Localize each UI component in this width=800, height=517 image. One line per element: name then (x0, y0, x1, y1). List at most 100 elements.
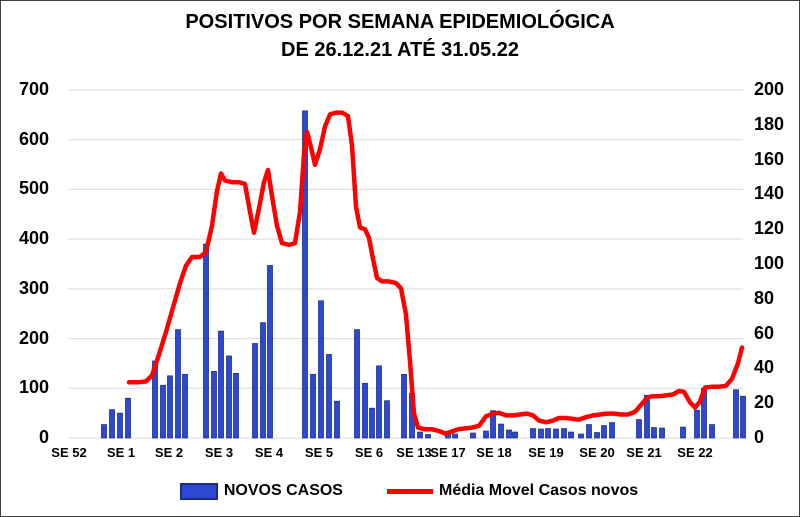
bar (740, 395, 746, 439)
bar (483, 430, 489, 439)
bar (553, 428, 559, 439)
legend-label-novos-casos: NOVOS CASOS (223, 482, 343, 499)
bar (636, 419, 642, 439)
bar (376, 365, 382, 439)
left-axis-tick-label: 500 (18, 178, 49, 199)
bar (644, 394, 650, 439)
bar (267, 265, 273, 439)
bar (218, 330, 224, 439)
bar (252, 343, 258, 439)
chart-title: POSITIVOS POR SEMANA EPIDEMIOLÓGICA DE 2… (1, 9, 799, 64)
right-axis-tick-label: 40 (754, 357, 775, 378)
x-axis-category-label: SE 21 (626, 445, 662, 460)
bar (369, 407, 375, 439)
bar (160, 384, 166, 439)
bar (425, 434, 431, 439)
bar (302, 110, 308, 439)
bar (182, 373, 188, 439)
bar (125, 397, 131, 439)
x-axis-category-label: SE 19 (528, 445, 564, 460)
legend: NOVOS CASOS Média Movel Casos novos (1, 482, 799, 500)
left-axis-tick-label: 200 (18, 327, 49, 348)
bar (586, 424, 592, 439)
bar (733, 389, 739, 439)
bar (175, 329, 181, 439)
bar (362, 382, 368, 439)
moving-average-line (126, 110, 745, 436)
right-axis-tick-label: 120 (754, 218, 785, 239)
x-axis-category-label: SE 20 (579, 445, 615, 460)
bar (401, 373, 407, 439)
bar (334, 400, 340, 439)
bar (561, 428, 567, 439)
line-series-swatch (386, 488, 433, 494)
legend-item-media-movel: Média Movel Casos novos (386, 482, 639, 500)
bar (709, 424, 715, 439)
x-axis-category-label: SE 5 (304, 445, 334, 460)
x-axis-category-label: SE 17 (430, 445, 466, 460)
left-axis-tick-label: 300 (18, 277, 49, 298)
chart-title-line-1: POSITIVOS POR SEMANA EPIDEMIOLÓGICA (185, 11, 615, 33)
left-axis-tick-label: 100 (18, 377, 49, 398)
bar (651, 427, 657, 439)
bar (512, 431, 518, 439)
right-axis-tick-label: 140 (754, 183, 785, 204)
bar (609, 422, 615, 439)
bar (694, 409, 700, 439)
legend-label-media-movel: Média Movel Casos novos (438, 482, 639, 499)
right-axis-tick-label: 80 (754, 287, 775, 308)
x-axis-category-label: SE 1 (106, 445, 136, 460)
bar (680, 426, 686, 439)
bar (260, 322, 266, 439)
chart-title-line-2: DE 26.12.21 ATÉ 31.05.22 (281, 38, 519, 61)
bar (354, 329, 360, 439)
x-axis-category-label: SE 13 (396, 445, 432, 460)
right-axis-tick-label: 180 (754, 113, 785, 134)
bar (601, 425, 607, 439)
bar (538, 428, 544, 439)
left-axis-tick-label: 700 (18, 79, 49, 99)
bar (452, 433, 458, 439)
right-axis-tick-label: 0 (754, 427, 765, 447)
bar (545, 428, 551, 439)
left-axis-tick-label: 600 (18, 128, 49, 149)
bar (203, 243, 209, 439)
bar (470, 432, 476, 439)
x-axis-category-label: SE 18 (476, 445, 512, 460)
x-axis-category-label: SE 4 (254, 445, 284, 460)
bar (568, 431, 574, 439)
bar (326, 354, 332, 439)
right-axis-tick-label: 200 (754, 79, 785, 99)
x-axis-category-label: SE 3 (204, 445, 234, 460)
bar (233, 372, 239, 439)
x-axis-category-label: SE 52 (51, 445, 87, 460)
bar (101, 424, 107, 439)
bar (659, 427, 665, 439)
left-axis-tick-label: 0 (38, 427, 49, 447)
right-axis-tick-label: 100 (754, 253, 785, 273)
bar (594, 432, 600, 439)
bar (498, 423, 504, 439)
bar (417, 431, 423, 439)
bar (384, 400, 390, 439)
bar (117, 412, 123, 439)
bar (211, 371, 217, 439)
x-axis-category-label: SE 6 (354, 445, 384, 460)
bar (109, 409, 115, 439)
right-axis-tick-label: 160 (754, 148, 785, 169)
bar (318, 300, 324, 439)
bar (226, 355, 232, 439)
left-axis-tick-label: 400 (18, 228, 49, 249)
bar-series-swatch (179, 482, 218, 500)
right-axis-tick-label: 20 (754, 392, 775, 413)
bar (310, 373, 316, 439)
right-axis-tick-label: 60 (754, 322, 775, 343)
bar (490, 410, 496, 439)
x-axis-category-label: SE 2 (154, 445, 184, 460)
bar (167, 375, 173, 439)
bar (506, 429, 512, 439)
legend-item-novos-casos: NOVOS CASOS (179, 482, 343, 500)
x-axis-category-label: SE 22 (677, 445, 713, 460)
